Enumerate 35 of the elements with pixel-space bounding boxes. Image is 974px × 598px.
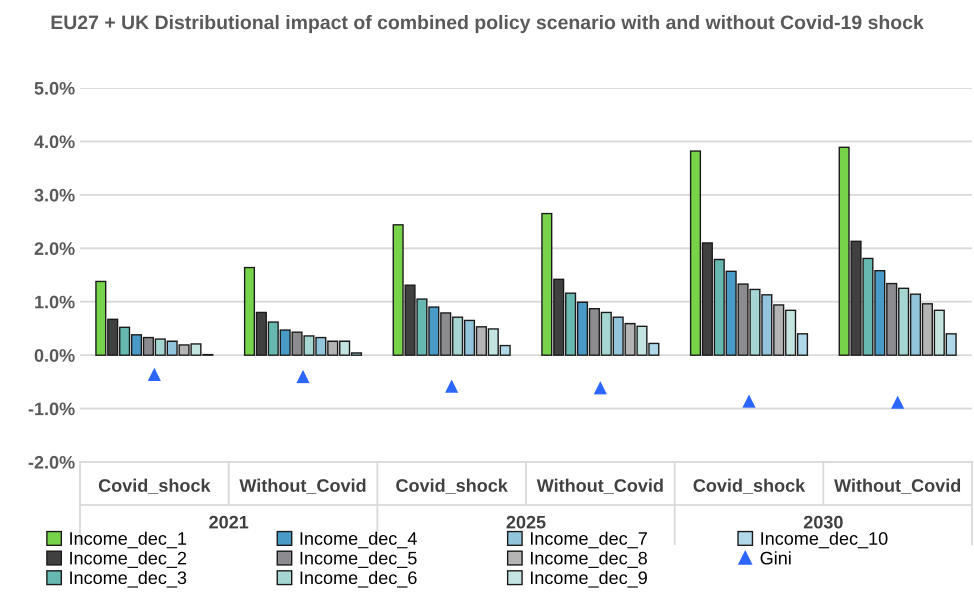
x-tick-label: Without_Covid [536,478,663,494]
legend-label: Income_dec_5 [300,551,417,568]
text: 2021 [209,516,248,529]
point [891,396,904,409]
legend-label: Income_dec_1 [70,532,186,548]
x-tick-label: Covid_shock [98,478,211,494]
x-tick-label: Without_Covid [239,478,366,494]
point [296,370,310,384]
x-tick-label: Without_Covid [834,478,960,494]
point [594,381,607,394]
y-tick-label: -1.0% [28,402,75,416]
legend-label: Income_dec_10 [761,532,888,548]
y-tick-label: 1.0% [35,296,75,308]
legend-label: Income_dec_3 [70,570,186,588]
y-tick-label: 3.0% [34,188,75,202]
legend-label: Income_dec_8 [530,551,647,568]
text: 2030 [804,516,843,529]
legend-label: Income_dec_2 [70,551,186,568]
y-tick-label: 2.0% [34,242,75,256]
y-tick-label: 0.0% [34,349,75,362]
point [445,380,458,393]
text: 2025 [506,516,546,529]
legend-label: Income_dec_9 [530,570,647,588]
x-tick-label: Covid_shock [396,478,508,494]
legend-label: Income_dec_6 [300,570,417,588]
y-tick-label: 4.0% [34,135,75,148]
point [742,394,756,408]
y-tick-label: 5.0% [34,82,75,95]
x-tick-label: Covid_shock [694,478,806,494]
point [148,368,161,381]
chart-title: EU27 + UK Distributional impact of combined policy scenario with and without Covid-19 shock [52,14,924,34]
legend-label: Gini [760,551,791,565]
legend-label: Income_dec_4 [300,532,417,548]
y-tick-label: -2.0% [28,456,75,469]
legend-label: Income_dec_7 [530,532,647,548]
